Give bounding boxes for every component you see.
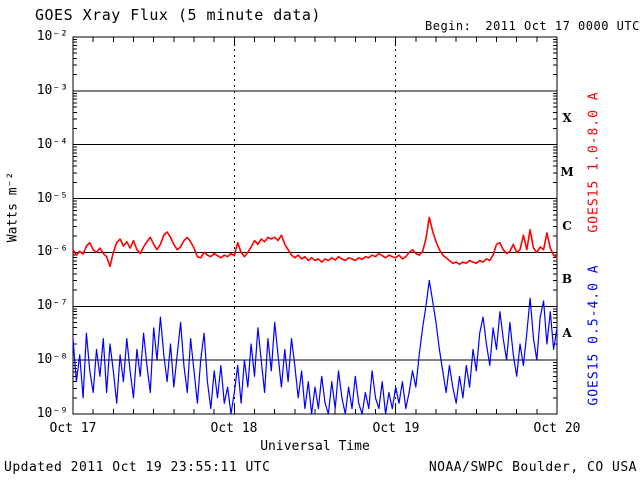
begin-timestamp: Begin: 2011 Oct 17 0000 UTC: [425, 19, 640, 33]
y-tick-label: 10⁻⁵: [36, 191, 68, 206]
long-channel-trace: [72, 216, 558, 268]
y-tick-label: 10⁻⁷: [36, 298, 68, 313]
begin-value: 2011 Oct 17 0000 UTC: [485, 19, 640, 33]
flare-class-letter: X: [562, 111, 572, 125]
x-tick-label: Oct 17: [49, 421, 97, 436]
y-tick-label: 10⁻⁴: [36, 137, 68, 152]
y-tick-label: 10⁻⁸: [36, 352, 68, 367]
y-tick-label: 10⁻⁹: [36, 406, 68, 421]
flare-class-letter: M: [560, 165, 574, 179]
begin-label: Begin:: [425, 19, 472, 33]
plot-frame: [72, 36, 558, 415]
series-label-long: GOES15 1.0-8.0 A: [586, 91, 602, 233]
x-axis-title: Universal Time: [260, 439, 370, 454]
flare-class-letter: A: [562, 326, 572, 340]
flare-class-letter: C: [562, 219, 572, 233]
page-title: GOES Xray Flux (5 minute data): [35, 6, 321, 24]
y-tick-label: 10⁻³: [36, 83, 68, 98]
series-label-short: GOES15 0.5-4.0 A: [586, 264, 602, 406]
updated-timestamp: Updated 2011 Oct 19 23:55:11 UTC: [4, 460, 271, 475]
short-channel-trace: [72, 279, 558, 415]
flare-class-letter: B: [561, 272, 573, 286]
x-tick-label: Oct 18: [210, 421, 258, 436]
x-tick-label: Oct 19: [372, 421, 420, 436]
source-attribution: NOAA/SWPC Boulder, CO USA: [428, 460, 637, 475]
y-tick-label: 10⁻²: [36, 29, 68, 44]
y-tick-label: 10⁻⁶: [36, 244, 68, 259]
x-tick-label: Oct 20: [533, 421, 581, 436]
